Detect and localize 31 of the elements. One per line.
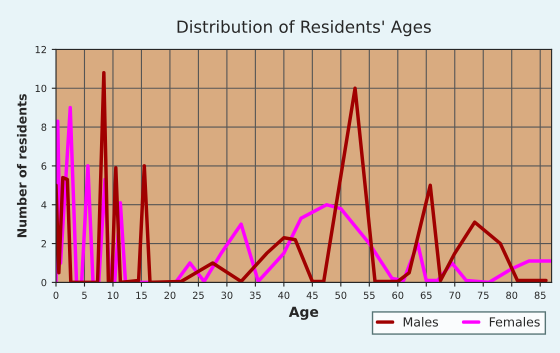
- x-tick-label: 15: [136, 292, 147, 299]
- x-tick-label: 50: [335, 292, 346, 299]
- y-tick-label: 0: [41, 278, 46, 286]
- legend-label: Males: [404, 316, 438, 327]
- line-series: [56, 70, 548, 282]
- x-tick-label: 25: [192, 292, 204, 299]
- x-tick-label: 20: [164, 292, 176, 299]
- x-tick-label: 5: [82, 292, 87, 299]
- x-tick-label: 70: [449, 292, 460, 299]
- x-tick-label: 35: [250, 292, 261, 299]
- x-tick-label: 40: [278, 292, 290, 299]
- x-tick-label: 85: [534, 292, 546, 299]
- y-tick-label: 10: [36, 84, 46, 92]
- x-tick-label: 45: [306, 292, 318, 299]
- y-tick-label: 4: [41, 201, 46, 208]
- y-tick-label: 2: [42, 240, 46, 248]
- x-tick-label: 65: [420, 292, 432, 299]
- x-tick-label: 60: [392, 292, 404, 299]
- x-axis-title: Age: [288, 306, 318, 320]
- x-tick-label: 80: [506, 292, 518, 299]
- x-tick-label: 30: [221, 292, 232, 299]
- x-tick-label: 10: [108, 292, 119, 299]
- y-tick-label: 6: [41, 162, 46, 170]
- y-tick-label: 12: [36, 46, 46, 54]
- legend-label: Females: [490, 316, 540, 327]
- chart-title: Distribution of Residents' Ages: [178, 20, 431, 36]
- y-axis-title: Number of residents: [16, 94, 27, 238]
- x-tick-label: 75: [478, 292, 489, 299]
- y-tick-label: 8: [41, 124, 46, 131]
- x-tick-label: 55: [364, 292, 375, 299]
- x-tick-label: 0: [54, 292, 58, 299]
